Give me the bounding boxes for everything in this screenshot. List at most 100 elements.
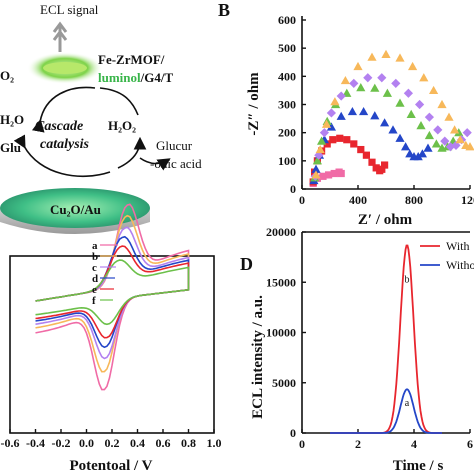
y-tick-label: 300 [278,98,296,112]
panel-b-xlabel: Z′ / ohm [358,212,413,228]
data-point [363,73,373,83]
legend-label-e: e [92,284,97,296]
data-point [423,143,433,152]
panel-d-label: D [240,254,253,274]
data-point [359,106,369,116]
data-point [311,164,321,173]
data-point [347,106,357,116]
data-point [362,151,370,159]
x-tick-label: 120 [461,193,474,207]
data-point [323,140,331,148]
data-point [391,78,401,88]
legend-label-d: d [92,273,98,285]
legend-label-f: f [92,295,96,307]
data-point [419,73,429,82]
data-point [343,136,351,144]
x-tick-label: 0 [299,193,305,207]
data-point [312,156,322,165]
legend-label-0: With [446,239,470,253]
data-point [431,139,441,148]
ecl-curve-b [330,244,442,434]
data-point [377,73,387,83]
data-point [330,97,340,106]
y-tick-label: 200 [278,126,296,140]
data-point [395,98,405,107]
ecl-signal-label: ECL signal [40,2,99,17]
data-point [336,91,346,101]
data-point [317,136,327,145]
luminol-label: luminol [98,70,141,85]
y-tick-label: 15000 [266,275,296,289]
product-arrow [139,157,171,171]
data-point [330,169,338,178]
data-point [356,83,366,92]
data-point [325,171,333,179]
electrode-label: Cu₂O/Au [50,202,101,217]
svg-text:luminol/G4/T: luminol/G4/T [98,70,173,85]
data-point [378,165,386,173]
x-tick-label: 400 [349,193,367,207]
data-point [454,128,464,137]
y-tick-label: 5000 [272,376,296,390]
panel-d-axes: 0 2 4 6 0 5000 10000 15000 20000 [266,225,473,451]
y-tick-label: 10000 [266,326,296,340]
cu2o-au-electrode: Cu₂O/Au [0,188,150,234]
x-tick-label: 6 [467,437,473,451]
curve-label-b: b [405,274,410,285]
data-point [444,112,454,121]
cascade-label: Cascade [35,119,83,134]
x-tick-label: 800 [405,193,423,207]
product-label-line1: Glucur [156,138,193,153]
y-tick-label: 100 [278,154,296,168]
x-tick-label: 0.6 [156,436,171,450]
panel-d-ylabel: ECL intensity / a.u. [250,295,266,419]
data-point [382,88,392,97]
curve-label-a: a [405,398,410,409]
data-point [311,170,321,179]
panel-b-ylabel: -Z″ / ohm [246,72,262,136]
data-point [395,53,405,62]
data-point [326,122,336,131]
x-tick-label: 1.0 [207,436,222,450]
y-tick-label: 0 [290,426,296,440]
x-tick-label: -0.6 [1,436,20,450]
cycle-arrow-bottom-left [13,134,111,178]
probe-disk [43,62,87,74]
data-point [319,128,329,138]
data-point [349,78,359,88]
x-tick-label: -0.2 [52,436,71,450]
data-point [350,140,358,148]
x-tick-label: 0.0 [79,436,94,450]
data-point [408,61,418,71]
data-point [370,111,380,120]
x-tick-label: -0.4 [26,436,45,450]
panel-c-xlabel: Potentoal / V [69,458,152,474]
legend-label-c: c [92,262,97,274]
data-point [416,121,426,130]
panel-c-axes: -0.6 -0.4 -0.2 0.0 0.2 0.4 0.6 0.8 1.0 [1,255,222,450]
data-point [321,119,332,128]
data-point [465,142,474,151]
data-point [337,169,345,178]
legend-label-b: b [92,251,98,263]
data-point [367,52,377,61]
data-point [433,125,443,135]
data-point [395,133,405,142]
panel-d-legend: With Witho [420,239,474,272]
catalysis-label: catalysis [40,137,90,152]
probe-label-line2: /G4/T [140,70,174,85]
data-point [405,149,415,158]
data-point [329,136,337,144]
panel-a-schematic: ECL signal Fe-ZrMOF/ luminol/G4/T O₂ H₂O… [0,2,202,234]
panel-b-nyquist: B 04008001200100200300400500600 -Z″ / oh… [218,0,474,228]
y-tick-label: 0 [290,182,296,196]
panel-d-data: ba [330,244,442,434]
panel-c-data [35,203,190,391]
x-tick-label: 0.8 [181,436,196,450]
data-point [353,61,363,71]
data-point [413,152,423,161]
legend-label-a: a [92,240,98,252]
data-point [445,142,455,152]
y-tick-label: 500 [278,41,296,55]
